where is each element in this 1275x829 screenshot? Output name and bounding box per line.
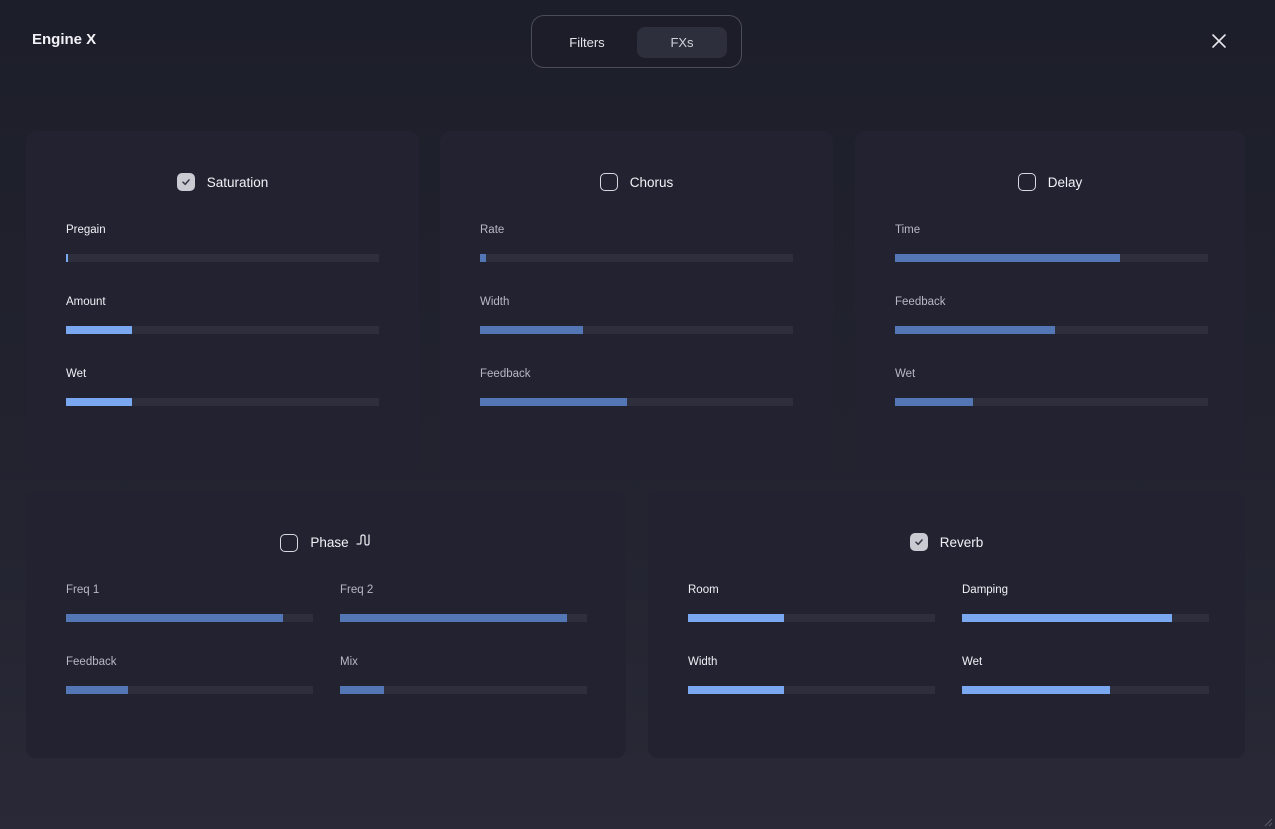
chorus-rate-fill xyxy=(480,254,486,262)
chorus-rate-label: Rate xyxy=(480,224,505,236)
reverb-damping-label: Damping xyxy=(962,584,1009,596)
reverb-damping-slider[interactable] xyxy=(962,614,1209,622)
reverb-room-label: Room xyxy=(688,584,719,596)
phase-freq2-label: Freq 2 xyxy=(340,584,374,596)
reverb-panel: Reverb Room Damping Width Wet xyxy=(648,491,1245,758)
delay-title: Delay xyxy=(1047,174,1083,190)
chorus-width-slider[interactable] xyxy=(480,326,793,334)
saturation-pregain-label: Pregain xyxy=(66,224,106,236)
delay-header: Delay xyxy=(855,173,1245,191)
reverb-width-slider[interactable] xyxy=(688,686,935,694)
phase-freq1-slider[interactable] xyxy=(66,614,313,622)
reverb-damping-fill xyxy=(962,614,1172,622)
phase-freq2-slider[interactable] xyxy=(340,614,587,622)
phase-mix-label: Mix xyxy=(340,656,358,668)
saturation-wet-fill xyxy=(66,398,132,406)
saturation-header: Saturation xyxy=(26,173,419,191)
reverb-wet-fill xyxy=(962,686,1110,694)
chorus-rate-slider[interactable] xyxy=(480,254,793,262)
saturation-wet-slider[interactable] xyxy=(66,398,379,406)
reverb-room-slider[interactable] xyxy=(688,614,935,622)
chorus-header: Chorus xyxy=(440,173,833,191)
saturation-title: Saturation xyxy=(206,174,269,190)
phase-feedback-label: Feedback xyxy=(66,656,117,668)
reverb-header: Reverb xyxy=(648,533,1245,551)
view-tabs: Filters FXs xyxy=(531,15,742,68)
reverb-width-fill xyxy=(688,686,784,694)
delay-time-slider[interactable] xyxy=(895,254,1208,262)
delay-wet-fill xyxy=(895,398,973,406)
close-button[interactable] xyxy=(1208,30,1230,52)
delay-feedback-label: Feedback xyxy=(895,296,946,308)
chorus-feedback-slider[interactable] xyxy=(480,398,793,406)
checkmark-icon xyxy=(914,539,923,546)
delay-feedback-fill xyxy=(895,326,1055,334)
chorus-feedback-label: Feedback xyxy=(480,368,531,380)
checkmark-icon xyxy=(181,179,190,186)
phase-mix-slider[interactable] xyxy=(340,686,587,694)
delay-feedback-slider[interactable] xyxy=(895,326,1208,334)
delay-wet-slider[interactable] xyxy=(895,398,1208,406)
saturation-pregain-slider[interactable] xyxy=(66,254,379,262)
saturation-amount-slider[interactable] xyxy=(66,326,379,334)
saturation-pregain-fill xyxy=(66,254,68,262)
chorus-feedback-fill xyxy=(480,398,627,406)
phase-header: Phase xyxy=(26,533,626,552)
reverb-width-label: Width xyxy=(688,656,718,668)
wave-icon xyxy=(355,533,372,552)
delay-time-fill xyxy=(895,254,1120,262)
saturation-amount-label: Amount xyxy=(66,296,106,308)
app-title: Engine X xyxy=(32,31,97,48)
phase-mix-fill xyxy=(340,686,384,694)
saturation-amount-fill xyxy=(66,326,132,334)
phase-feedback-fill xyxy=(66,686,128,694)
close-icon xyxy=(1212,34,1226,48)
chorus-width-label: Width xyxy=(480,296,510,308)
phase-freq2-fill xyxy=(340,614,567,622)
phase-panel: Phase Freq 1 Freq 2 Feedback Mix xyxy=(26,491,626,758)
reverb-title: Reverb xyxy=(939,534,984,550)
reverb-enable-checkbox[interactable] xyxy=(909,533,928,551)
delay-panel: Delay Time Feedback Wet xyxy=(855,131,1245,470)
phase-title: Phase xyxy=(310,535,349,550)
delay-time-label: Time xyxy=(895,224,921,236)
phase-feedback-slider[interactable] xyxy=(66,686,313,694)
delay-wet-label: Wet xyxy=(895,368,916,380)
resize-grip-icon[interactable] xyxy=(1261,815,1273,827)
saturation-panel: Saturation Pregain Amount Wet xyxy=(26,131,419,470)
phase-enable-checkbox[interactable] xyxy=(280,533,299,552)
reverb-room-fill xyxy=(688,614,784,622)
tab-filters[interactable]: Filters xyxy=(569,35,605,50)
chorus-title: Chorus xyxy=(629,174,674,190)
reverb-wet-slider[interactable] xyxy=(962,686,1209,694)
delay-enable-checkbox[interactable] xyxy=(1017,173,1036,191)
reverb-wet-label: Wet xyxy=(962,656,983,668)
chorus-enable-checkbox[interactable] xyxy=(599,173,618,191)
saturation-wet-label: Wet xyxy=(66,368,87,380)
saturation-enable-checkbox[interactable] xyxy=(176,173,195,191)
phase-freq1-fill xyxy=(66,614,283,622)
phase-freq1-label: Freq 1 xyxy=(66,584,100,596)
chorus-panel: Chorus Rate Width Feedback xyxy=(440,131,833,470)
tab-fxs[interactable]: FXs xyxy=(637,27,727,58)
chorus-width-fill xyxy=(480,326,583,334)
